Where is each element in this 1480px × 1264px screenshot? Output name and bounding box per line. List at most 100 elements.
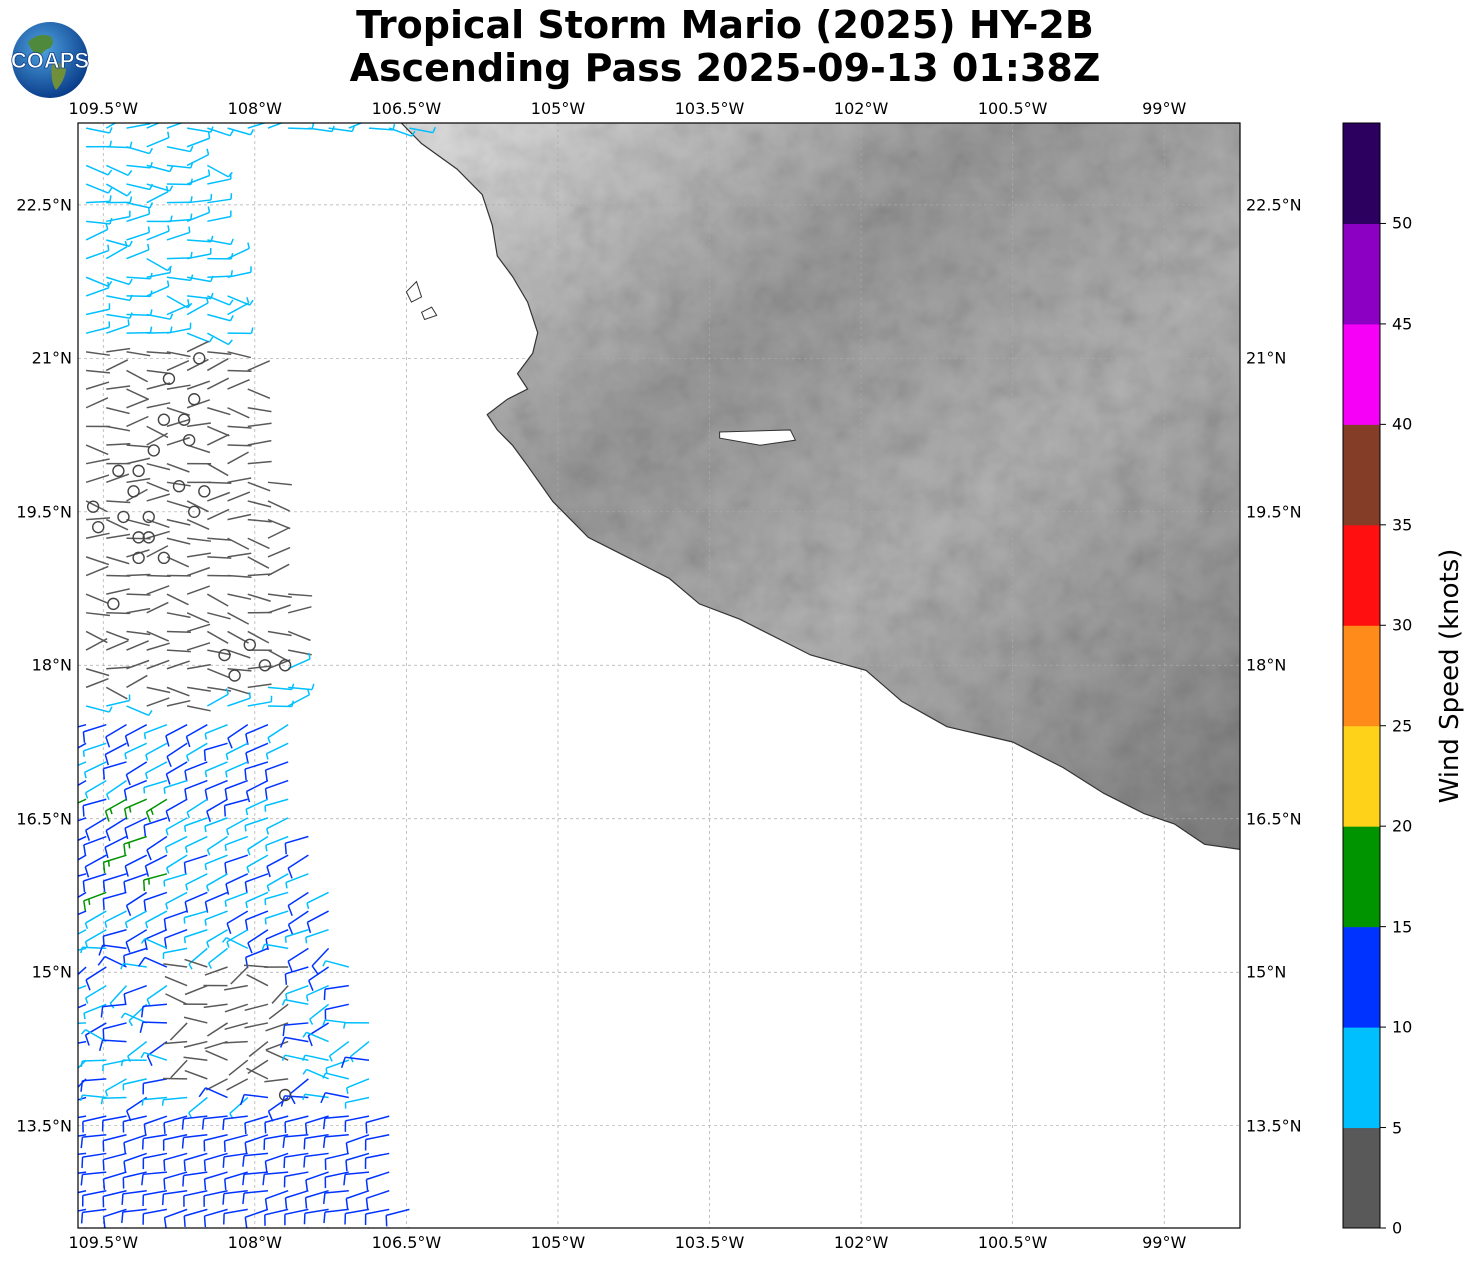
wind-barb xyxy=(304,1115,329,1135)
wind-barb xyxy=(247,481,271,492)
wind-barb xyxy=(83,891,107,912)
wind-barb xyxy=(203,1003,228,1009)
wind-barb xyxy=(78,742,87,749)
wind-barb xyxy=(227,477,252,484)
wind-barb xyxy=(106,694,131,707)
wind-barb xyxy=(122,1078,147,1091)
wind-barb xyxy=(126,593,151,596)
wind-barb xyxy=(323,1208,349,1224)
colorbar-segment xyxy=(1343,826,1380,928)
lat-tick-label-right: 13.5°N xyxy=(1246,1116,1302,1136)
wind-barb xyxy=(227,612,250,625)
wind-barb xyxy=(264,891,289,906)
wind-barb xyxy=(85,127,113,134)
wind-barb xyxy=(85,677,109,689)
wind-barb xyxy=(248,1040,269,1058)
wind-barb xyxy=(85,565,109,577)
calm-wind-circle xyxy=(142,510,155,524)
wind-barb xyxy=(247,835,269,856)
wind-barb xyxy=(247,360,271,372)
calm-wind-circle xyxy=(162,372,176,385)
wind-barb xyxy=(85,817,107,841)
wind-barb xyxy=(125,891,148,917)
wind-barb xyxy=(102,854,127,874)
lon-tick-label-top: 105°W xyxy=(530,99,586,118)
wind-barb xyxy=(227,574,252,579)
wind-barb xyxy=(266,854,289,878)
wind-barb xyxy=(145,910,168,929)
calm-wind-circle xyxy=(187,393,201,406)
wind-barb xyxy=(85,532,110,539)
wind-barb xyxy=(166,351,191,358)
wind-barb xyxy=(85,668,110,677)
wind-barb xyxy=(225,817,249,836)
lon-tick-label-top: 108°W xyxy=(227,99,282,118)
wind-barb xyxy=(303,1152,329,1168)
wind-barb xyxy=(245,779,269,803)
wind-barb xyxy=(247,422,272,428)
colorbar-tick-label: 35 xyxy=(1392,515,1413,535)
wind-barb xyxy=(227,724,249,749)
wind-barb xyxy=(364,1227,370,1228)
wind-barb xyxy=(85,474,110,484)
wind-barb xyxy=(146,493,170,502)
lat-tick-label-right: 19.5°N xyxy=(1246,502,1302,522)
wind-barb xyxy=(267,563,290,577)
wind-barb xyxy=(104,1078,127,1097)
colorbar-segment xyxy=(1343,926,1380,1028)
wind-barb xyxy=(287,652,311,670)
calm-wind-circle xyxy=(172,480,186,493)
wind-barb xyxy=(186,296,209,316)
wind-barb xyxy=(78,1189,87,1194)
wind-barb xyxy=(124,742,148,760)
wind-barb xyxy=(308,966,330,991)
island-0 xyxy=(405,280,423,303)
wind-barb xyxy=(187,422,211,428)
wind-barb xyxy=(166,226,191,241)
coaps-logo: COAPS xyxy=(10,22,90,98)
wind-barb xyxy=(78,1208,87,1212)
wind-barb xyxy=(102,1189,127,1208)
wind-barb xyxy=(78,1078,87,1089)
plot-frame xyxy=(77,122,1241,1229)
wind-barb xyxy=(243,964,269,968)
wind-barb xyxy=(283,1152,309,1169)
wind-barb xyxy=(242,1171,269,1186)
wind-barb xyxy=(166,742,188,767)
lon-tick-label-top: 100.5°W xyxy=(977,99,1048,118)
coastline xyxy=(400,123,1240,850)
wind-barb xyxy=(126,201,154,209)
wind-barb xyxy=(166,360,190,372)
wind-barb xyxy=(164,975,188,987)
wind-barb xyxy=(244,761,269,781)
wind-barb xyxy=(145,742,168,761)
calm-wind-circle xyxy=(117,510,130,524)
wind-barb xyxy=(100,1003,127,1018)
wind-barb xyxy=(365,1190,390,1210)
wind-barb xyxy=(86,612,111,617)
wind-barb xyxy=(166,418,191,428)
wind-barb xyxy=(186,612,210,624)
lon-tick-label-top: 103.5°W xyxy=(674,99,745,118)
wind-barb xyxy=(201,1115,228,1130)
wind-barb xyxy=(207,295,234,306)
wind-barb xyxy=(78,779,87,787)
wind-barb xyxy=(206,835,228,856)
wind-barb xyxy=(146,326,173,334)
wind-barb xyxy=(146,545,169,558)
wind-barb xyxy=(204,779,228,801)
colorbar-segment xyxy=(1343,625,1380,727)
wind-barb xyxy=(106,473,130,484)
wind-barb xyxy=(224,835,249,851)
wind-barb xyxy=(267,500,291,512)
wind-barb xyxy=(271,985,289,1004)
wind-barb xyxy=(104,910,127,928)
wind-barb xyxy=(163,873,188,887)
wind-barb xyxy=(78,1040,87,1044)
wind-barb xyxy=(344,1115,370,1132)
wind-barb xyxy=(206,593,229,607)
wind-barb xyxy=(186,169,211,185)
wind-barb xyxy=(126,518,150,527)
wind-barb xyxy=(204,723,228,740)
